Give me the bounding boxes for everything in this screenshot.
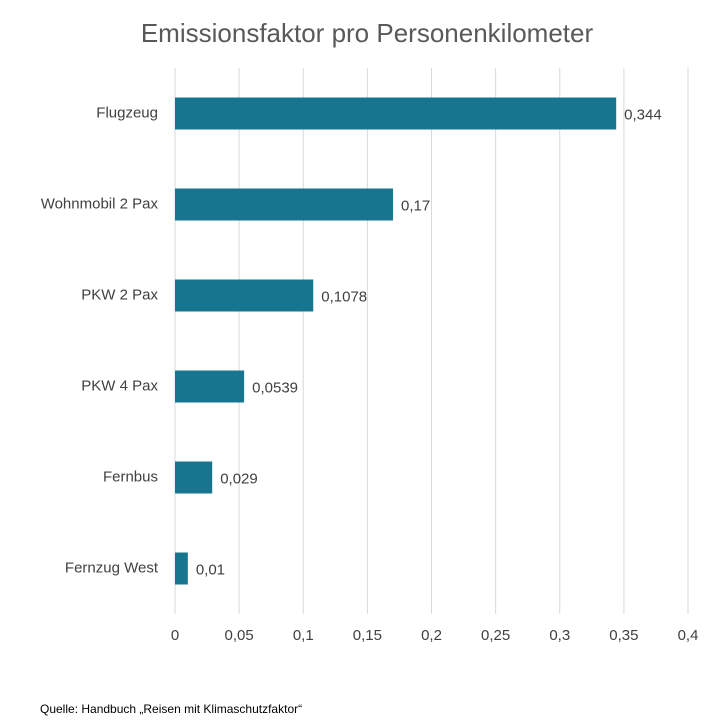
source-note: Quelle: Handbuch „Reisen mit Klimaschutz… (40, 702, 302, 716)
bar (175, 461, 213, 494)
value-label: 0,029 (220, 470, 258, 487)
x-tick-label: 0,35 (609, 627, 638, 644)
x-tick-label: 0,4 (678, 627, 699, 644)
x-tick-label: 0,3 (549, 627, 570, 644)
bar (175, 279, 314, 312)
x-tick-label: 0,2 (421, 627, 442, 644)
y-tick-label: PKW 4 Pax (81, 377, 158, 394)
y-tick-label: Fernzug West (65, 559, 159, 576)
value-label: 0,01 (196, 561, 225, 578)
bar (175, 97, 617, 130)
x-tick-label: 0,05 (225, 627, 254, 644)
x-tick-label: 0,15 (353, 627, 382, 644)
y-tick-label: Wohnmobil 2 Pax (41, 195, 159, 212)
x-tick-label: 0,25 (481, 627, 510, 644)
y-tick-label: PKW 2 Pax (81, 286, 158, 303)
bar (175, 370, 245, 403)
value-label: 0,17 (401, 197, 430, 214)
value-label: 0,344 (624, 106, 662, 123)
value-label: 0,0539 (252, 379, 298, 396)
x-tick-label: 0 (171, 627, 179, 644)
y-tick-label: Fernbus (103, 468, 158, 485)
x-tick-label: 0,1 (293, 627, 314, 644)
chart-title: Emissionsfaktor pro Personenkilometer (141, 18, 594, 48)
value-label: 0,1078 (321, 288, 367, 305)
bar (175, 552, 188, 585)
bar (175, 188, 394, 221)
y-tick-label: Flugzeug (96, 104, 158, 121)
